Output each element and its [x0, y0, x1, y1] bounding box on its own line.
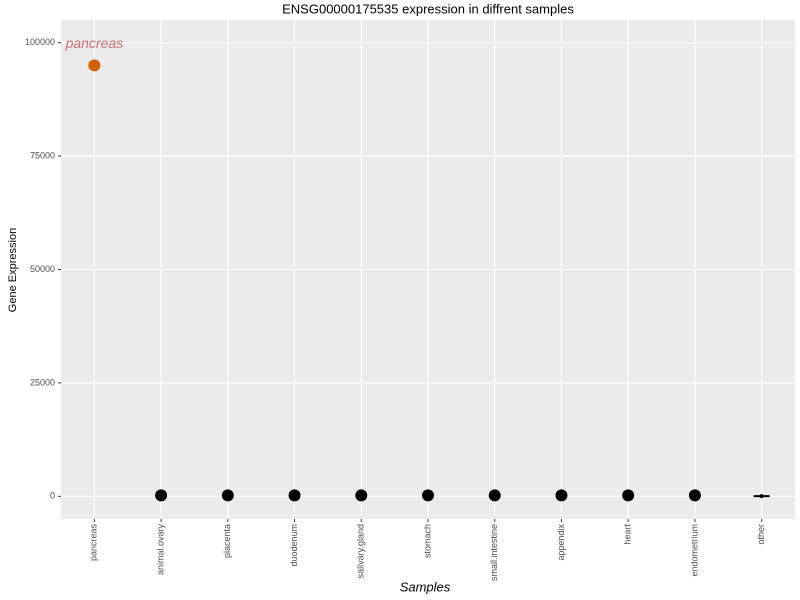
- x-tick-label: heart: [623, 524, 633, 545]
- x-tick-label: small.intestine: [489, 524, 499, 581]
- point: [221, 489, 234, 502]
- y-tick-label: 0: [50, 491, 55, 501]
- point: [288, 489, 301, 502]
- y-axis-label: Gene Expression: [7, 228, 19, 312]
- x-tick-label: salivary.gland: [356, 524, 366, 578]
- point: [488, 489, 501, 502]
- x-axis-label: Samples: [400, 579, 451, 594]
- point: [155, 489, 168, 502]
- x-tick-label: placenta: [222, 524, 232, 558]
- x-tick-label: endometrium: [689, 524, 699, 577]
- point: [422, 489, 434, 502]
- point: [355, 489, 368, 502]
- point: [622, 489, 635, 502]
- y-tick-label: 50000: [30, 264, 55, 274]
- y-tick-label: 25000: [30, 377, 55, 387]
- x-tick-label: animal.ovary: [155, 524, 165, 576]
- y-tick-label: 75000: [30, 150, 55, 160]
- x-tick-label: pancreas: [89, 524, 99, 562]
- point: [555, 489, 568, 502]
- point: [688, 489, 701, 502]
- y-tick-label: 100000: [25, 37, 55, 47]
- x-tick-label: duodenum: [289, 524, 299, 567]
- x-tick-label: other: [756, 524, 766, 545]
- x-tick-label: appendix: [556, 524, 566, 561]
- x-tick-label: stomach: [422, 524, 432, 558]
- chart-title: ENSG00000175535 expression in diffrent s…: [282, 1, 574, 16]
- box-median: [759, 494, 764, 499]
- point: [88, 59, 101, 72]
- annotation: pancreas: [65, 35, 124, 51]
